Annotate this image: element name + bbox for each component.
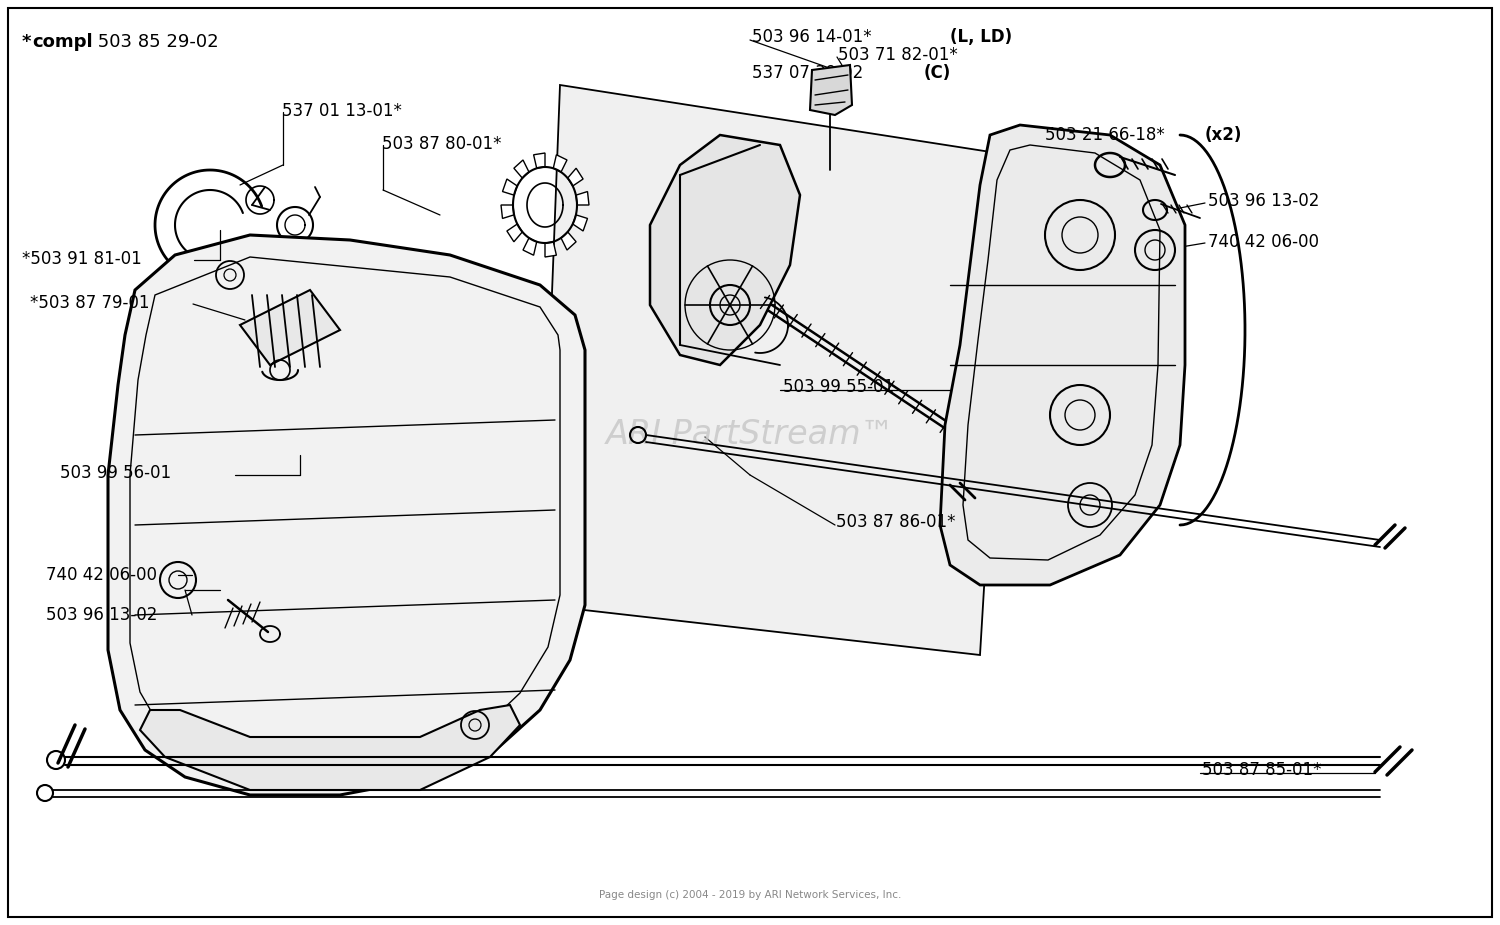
Text: ARI PartStream™: ARI PartStream™	[606, 418, 894, 451]
Polygon shape	[514, 160, 529, 179]
Text: compl: compl	[32, 33, 93, 51]
Text: Page design (c) 2004 - 2019 by ARI Network Services, Inc.: Page design (c) 2004 - 2019 by ARI Netwo…	[598, 890, 902, 900]
Text: *: *	[22, 33, 32, 51]
Polygon shape	[810, 65, 852, 115]
Text: (C): (C)	[924, 64, 951, 82]
Polygon shape	[507, 224, 522, 241]
Text: 503 87 85-01*: 503 87 85-01*	[1202, 761, 1322, 779]
Polygon shape	[940, 125, 1185, 585]
Text: *503 91 81-01: *503 91 81-01	[22, 250, 141, 268]
Text: 503 96 13-02: 503 96 13-02	[1208, 192, 1320, 210]
Text: 740 42 06-00: 740 42 06-00	[46, 566, 158, 584]
Polygon shape	[650, 135, 800, 365]
Polygon shape	[240, 290, 340, 365]
Text: *503 87 79-01: *503 87 79-01	[30, 294, 150, 312]
Polygon shape	[567, 168, 584, 186]
Polygon shape	[544, 241, 556, 257]
Polygon shape	[503, 179, 518, 195]
Text: 537 01 13-01*: 537 01 13-01*	[282, 102, 402, 120]
Text: 503 71 82-01*: 503 71 82-01*	[839, 46, 957, 64]
Polygon shape	[108, 235, 585, 795]
Polygon shape	[534, 153, 544, 168]
Text: 503 96 14-01*: 503 96 14-01*	[752, 28, 872, 46]
Text: 537 07 39-02: 537 07 39-02	[752, 64, 864, 82]
Polygon shape	[140, 705, 520, 790]
Text: (x2): (x2)	[1204, 126, 1242, 144]
Text: 503 87 80-01*: 503 87 80-01*	[382, 135, 501, 153]
Text: 503 85 29-02: 503 85 29-02	[92, 33, 219, 51]
Text: 503 96 13-02: 503 96 13-02	[46, 606, 158, 624]
Polygon shape	[576, 191, 590, 205]
Text: (L, LD): (L, LD)	[950, 28, 1012, 46]
Text: 503 21 66-18*: 503 21 66-18*	[1046, 126, 1164, 144]
Polygon shape	[573, 215, 588, 231]
Polygon shape	[561, 232, 576, 250]
Polygon shape	[540, 85, 1010, 655]
Polygon shape	[524, 238, 537, 255]
Polygon shape	[554, 154, 567, 172]
Text: 503 99 55-01: 503 99 55-01	[783, 378, 894, 396]
Polygon shape	[130, 305, 460, 525]
Text: 503 99 56-01: 503 99 56-01	[60, 464, 171, 482]
Polygon shape	[501, 205, 515, 218]
Text: 740 42 06-00: 740 42 06-00	[1208, 233, 1318, 251]
Text: 503 87 86-01*: 503 87 86-01*	[836, 513, 956, 531]
